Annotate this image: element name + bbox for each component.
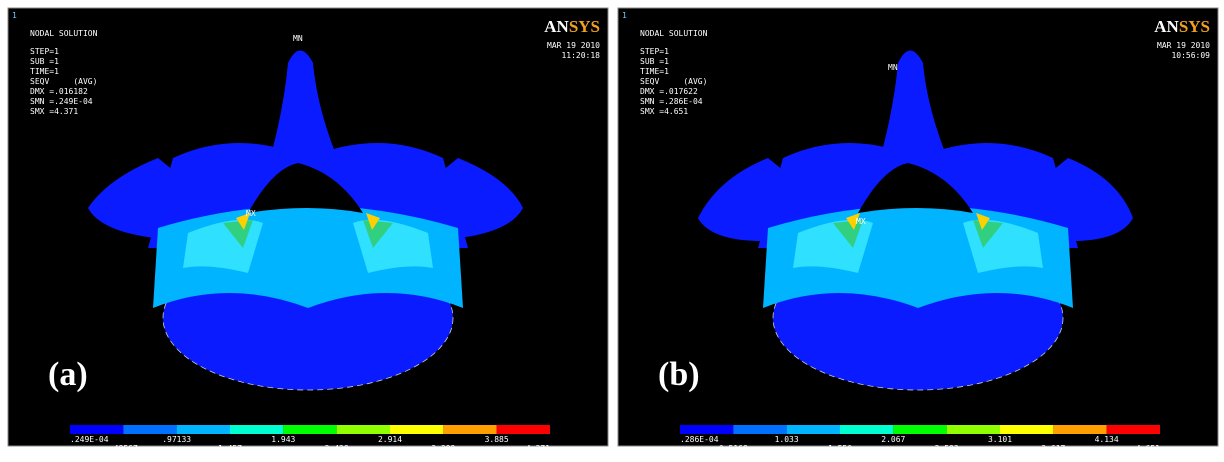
legend-label: .97133 [162,435,191,444]
legend-swatch [1107,425,1160,434]
legend-label: 0.5168 [719,444,748,453]
panel-label: (b) [658,356,700,393]
figure: 1NODAL SOLUTIONSTEP=1SUB =1TIME=1SEQV (A… [0,0,1224,462]
result-info: SMX =4.651 [640,107,688,116]
max-marker: MX [856,217,866,226]
legend-swatch [840,425,893,434]
page: 1NODAL SOLUTIONSTEP=1SUB =1TIME=1SEQV (A… [0,0,1224,462]
result-info: DMX =.016182 [30,87,88,96]
result-title: NODAL SOLUTION [30,29,98,38]
logo-part: SYS [569,17,600,36]
legend-swatch [680,425,733,434]
logo-part: SYS [1179,17,1210,36]
result-info: DMX =.017622 [640,87,698,96]
legend-label: 2.914 [378,435,402,444]
result-info: SMN =.249E-04 [30,97,93,106]
legend-label: 2.583 [935,444,959,453]
legend-swatch [390,425,443,434]
result-info: SUB =1 [640,57,669,66]
legend-swatch [733,425,786,434]
panel-label: (a) [48,356,88,393]
legend-label: 2.067 [881,435,905,444]
legend-swatch [1000,425,1053,434]
legend-swatch [177,425,230,434]
result-title: NODAL SOLUTION [640,29,708,38]
legend-swatch [497,425,550,434]
legend-label: 3.885 [485,435,509,444]
legend-swatch [1053,425,1106,434]
legend-swatch [947,425,1000,434]
result-info: STEP=1 [30,47,59,56]
window-number: 1 [622,11,627,20]
min-marker: MN [293,34,303,43]
legend-swatch [70,425,123,434]
legend-swatch [230,425,283,434]
legend-label: 4.651 [1136,444,1160,453]
result-info: STEP=1 [640,47,669,56]
legend-label: 4.134 [1095,435,1119,444]
logo-part: AN [1154,17,1179,36]
logo-part: AN [544,17,569,36]
result-info: SEQV (AVG) [640,77,707,86]
ansys-logo: ANSYS [1154,17,1210,36]
legend-label: 2.428 [325,444,349,453]
window-number: 1 [12,11,17,20]
legend-label: .249E-04 [70,435,109,444]
legend-swatch [787,425,840,434]
result-info: TIME=1 [640,67,669,76]
time: 11:20:18 [561,51,600,60]
legend-swatch [337,425,390,434]
date: MAR 19 2010 [1157,41,1210,50]
result-info: SUB =1 [30,57,59,66]
legend-label: 3.399 [431,444,455,453]
min-marker: MN [888,63,898,72]
legend-label: 3.617 [1041,444,1065,453]
legend-swatch [123,425,176,434]
legend-swatch [443,425,496,434]
legend-label: 1.943 [271,435,295,444]
legend-label: .286E-04 [680,435,719,444]
result-info: SMN =.286E-04 [640,97,703,106]
legend-swatch [893,425,946,434]
result-info: SEQV (AVG) [30,77,97,86]
legend-label: 1.550 [828,444,852,453]
legend-label: 4.371 [526,444,550,453]
time: 10:56:09 [1171,51,1210,60]
result-info: TIME=1 [30,67,59,76]
legend-label: .48567 [109,444,138,453]
ansys-logo: ANSYS [544,17,600,36]
legend-label: 3.101 [988,435,1012,444]
result-info: SMX =4.371 [30,107,78,116]
legend-swatch [283,425,336,434]
max-marker: MX [246,209,256,218]
legend-label: 1.457 [218,444,242,453]
date: MAR 19 2010 [547,41,600,50]
legend-label: 1.033 [775,435,799,444]
